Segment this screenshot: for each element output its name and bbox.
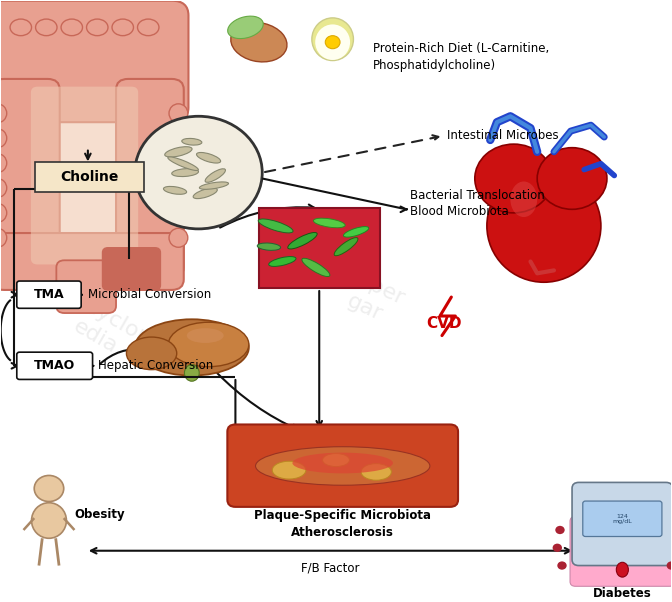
- Circle shape: [667, 562, 672, 569]
- FancyBboxPatch shape: [227, 424, 458, 507]
- Ellipse shape: [0, 154, 7, 173]
- Ellipse shape: [112, 19, 134, 36]
- Circle shape: [135, 116, 262, 229]
- Ellipse shape: [0, 129, 7, 147]
- Ellipse shape: [288, 232, 317, 249]
- Ellipse shape: [10, 19, 32, 36]
- Text: F/B Factor: F/B Factor: [301, 562, 360, 574]
- Ellipse shape: [169, 154, 187, 173]
- Ellipse shape: [193, 188, 217, 199]
- FancyBboxPatch shape: [17, 281, 81, 308]
- Ellipse shape: [257, 243, 281, 250]
- Circle shape: [34, 476, 64, 501]
- Ellipse shape: [169, 228, 187, 247]
- Ellipse shape: [616, 562, 628, 577]
- Ellipse shape: [323, 453, 349, 467]
- Ellipse shape: [292, 453, 393, 473]
- Ellipse shape: [87, 19, 108, 36]
- Ellipse shape: [165, 147, 192, 157]
- FancyBboxPatch shape: [116, 79, 183, 278]
- Ellipse shape: [32, 503, 67, 538]
- Text: Microbial Conversion: Microbial Conversion: [88, 288, 211, 301]
- Ellipse shape: [36, 19, 57, 36]
- Text: Diabetes: Diabetes: [593, 587, 652, 600]
- Ellipse shape: [168, 157, 198, 170]
- Text: Hepatic Conversion: Hepatic Conversion: [98, 359, 213, 372]
- Text: Intestinal Microbes: Intestinal Microbes: [447, 129, 558, 142]
- Ellipse shape: [187, 328, 224, 343]
- Ellipse shape: [255, 447, 430, 485]
- FancyBboxPatch shape: [103, 248, 161, 290]
- Text: TMA: TMA: [34, 288, 65, 301]
- Ellipse shape: [163, 187, 187, 194]
- Ellipse shape: [182, 138, 202, 145]
- Ellipse shape: [230, 22, 287, 62]
- Ellipse shape: [228, 16, 263, 39]
- Ellipse shape: [169, 129, 187, 147]
- Text: encyclop
edia: encyclop edia: [48, 283, 155, 370]
- Circle shape: [552, 544, 562, 552]
- Ellipse shape: [184, 365, 199, 381]
- Ellipse shape: [315, 25, 350, 60]
- Ellipse shape: [205, 169, 225, 182]
- Text: TMAO: TMAO: [34, 359, 75, 372]
- Ellipse shape: [169, 322, 249, 367]
- FancyBboxPatch shape: [0, 233, 183, 290]
- Circle shape: [557, 562, 566, 569]
- Ellipse shape: [126, 337, 177, 370]
- Ellipse shape: [169, 179, 187, 197]
- Text: Protein-Rich Diet (L-Carnitine,
Phosphatidylcholine): Protein-Rich Diet (L-Carnitine, Phosphat…: [373, 42, 549, 72]
- Text: Obesity: Obesity: [75, 508, 125, 521]
- Ellipse shape: [138, 19, 159, 36]
- FancyBboxPatch shape: [0, 1, 188, 122]
- Text: Choline: Choline: [60, 170, 119, 184]
- Ellipse shape: [334, 238, 358, 256]
- Ellipse shape: [510, 181, 537, 217]
- FancyBboxPatch shape: [56, 260, 116, 313]
- Ellipse shape: [325, 36, 340, 49]
- Ellipse shape: [361, 464, 391, 480]
- FancyBboxPatch shape: [570, 517, 672, 586]
- FancyBboxPatch shape: [17, 352, 93, 379]
- Text: CVD: CVD: [427, 316, 462, 331]
- Ellipse shape: [196, 152, 220, 163]
- Ellipse shape: [135, 319, 249, 376]
- Ellipse shape: [269, 256, 296, 267]
- Ellipse shape: [302, 258, 330, 276]
- Text: Bacterial Translocation
Blood Microbiota: Bacterial Translocation Blood Microbiota: [410, 188, 544, 218]
- Text: Plaque-Specific Microbiota
Atherosclerosis: Plaque-Specific Microbiota Atheroscleros…: [254, 509, 431, 539]
- FancyBboxPatch shape: [0, 79, 60, 278]
- Ellipse shape: [61, 19, 83, 36]
- Ellipse shape: [0, 228, 7, 247]
- Circle shape: [555, 526, 564, 534]
- Text: 124
mg/dL: 124 mg/dL: [612, 514, 632, 524]
- FancyBboxPatch shape: [35, 162, 144, 191]
- Ellipse shape: [343, 226, 369, 237]
- Circle shape: [537, 147, 607, 209]
- FancyBboxPatch shape: [583, 501, 662, 536]
- Ellipse shape: [487, 170, 601, 282]
- Ellipse shape: [0, 104, 7, 123]
- FancyBboxPatch shape: [572, 482, 672, 565]
- Circle shape: [475, 144, 552, 213]
- Text: imper
gar: imper gar: [331, 264, 408, 330]
- Ellipse shape: [0, 203, 7, 222]
- Ellipse shape: [169, 203, 187, 222]
- FancyBboxPatch shape: [259, 208, 380, 288]
- Ellipse shape: [169, 104, 187, 123]
- Ellipse shape: [272, 461, 306, 479]
- Ellipse shape: [312, 18, 353, 61]
- Ellipse shape: [258, 219, 293, 233]
- Ellipse shape: [172, 169, 198, 176]
- Ellipse shape: [313, 218, 345, 228]
- Ellipse shape: [200, 182, 228, 189]
- FancyBboxPatch shape: [31, 87, 138, 264]
- Ellipse shape: [0, 179, 7, 197]
